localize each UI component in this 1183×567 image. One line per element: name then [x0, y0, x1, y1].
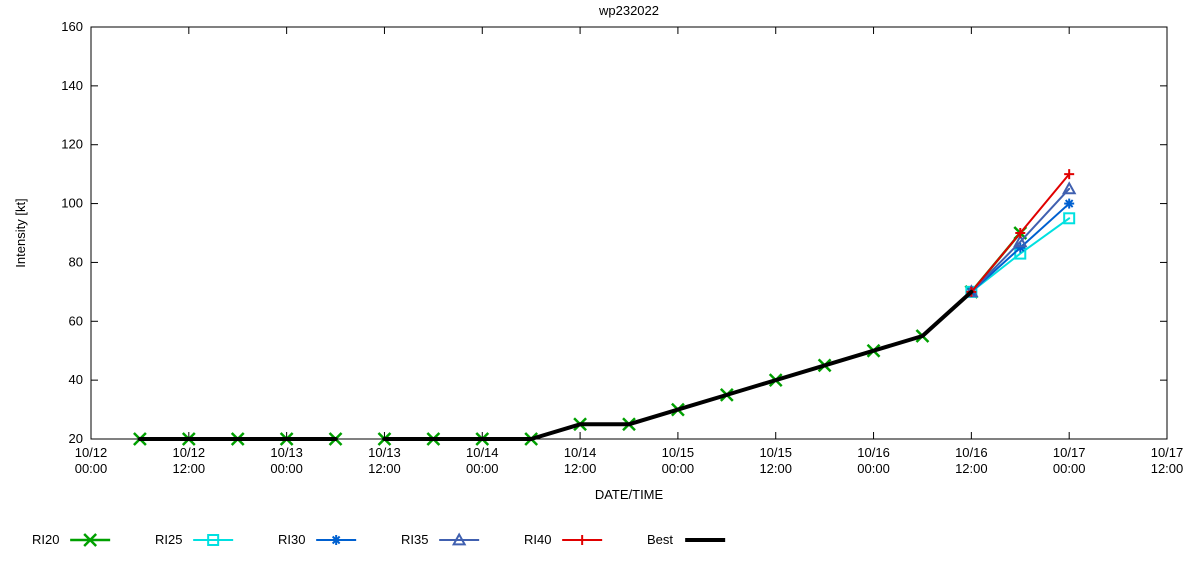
- y-tick-label: 40: [69, 372, 83, 387]
- y-tick-label: 120: [61, 137, 83, 152]
- x-tick-label-line2: 12:00: [173, 461, 206, 476]
- x-tick-label-line2: 12:00: [955, 461, 988, 476]
- x-tick-label-line1: 10/15: [662, 445, 695, 460]
- x-tick-label-line2: 00:00: [270, 461, 303, 476]
- y-tick-label: 100: [61, 196, 83, 211]
- legend-label: RI35: [401, 532, 428, 547]
- x-tick-label-line1: 10/16: [857, 445, 890, 460]
- x-tick-label-line2: 12:00: [368, 461, 401, 476]
- intensity-chart: wp232022 20 40 60 80 100 120 140 160 10/1…: [0, 0, 1183, 567]
- y-tick-label: 140: [61, 78, 83, 93]
- x-tick-label-line1: 10/15: [759, 445, 792, 460]
- y-tick-label: 160: [61, 19, 83, 34]
- x-tick-label-line1: 10/13: [368, 445, 401, 460]
- x-tick-label-line1: 10/17: [1053, 445, 1086, 460]
- y-tick-label: 20: [69, 431, 83, 446]
- x-tick-label-line2: 00:00: [466, 461, 499, 476]
- x-tick-label-line1: 10/17: [1151, 445, 1183, 460]
- chart-container: wp232022 20 40 60 80 100 120 140 160 10/1…: [0, 0, 1183, 567]
- x-tick-label-line1: 10/16: [955, 445, 988, 460]
- x-tick-label-line1: 10/12: [173, 445, 206, 460]
- legend-label: Best: [647, 532, 673, 547]
- x-tick-label-line1: 10/12: [75, 445, 108, 460]
- y-tick-label: 80: [69, 254, 83, 269]
- x-tick-label-line2: 12:00: [564, 461, 597, 476]
- x-tick-label-line2: 00:00: [662, 461, 695, 476]
- y-axis-label: Intensity [kt]: [13, 198, 28, 267]
- x-tick-label-line2: 00:00: [75, 461, 108, 476]
- y-tick-label: 60: [69, 313, 83, 328]
- x-tick-label-line2: 12:00: [1151, 461, 1183, 476]
- x-tick-label-line2: 00:00: [857, 461, 890, 476]
- legend-label: RI40: [524, 532, 551, 547]
- x-axis-label: DATE/TIME: [595, 487, 664, 502]
- legend-label: RI30: [278, 532, 305, 547]
- x-tick-label-line1: 10/13: [270, 445, 303, 460]
- x-tick-label-line2: 12:00: [759, 461, 792, 476]
- x-tick-label-line1: 10/14: [564, 445, 597, 460]
- x-tick-label-line2: 00:00: [1053, 461, 1086, 476]
- chart-title: wp232022: [598, 3, 659, 18]
- x-tick-label-line1: 10/14: [466, 445, 499, 460]
- legend-label: RI20: [32, 532, 59, 547]
- legend-label: RI25: [155, 532, 182, 547]
